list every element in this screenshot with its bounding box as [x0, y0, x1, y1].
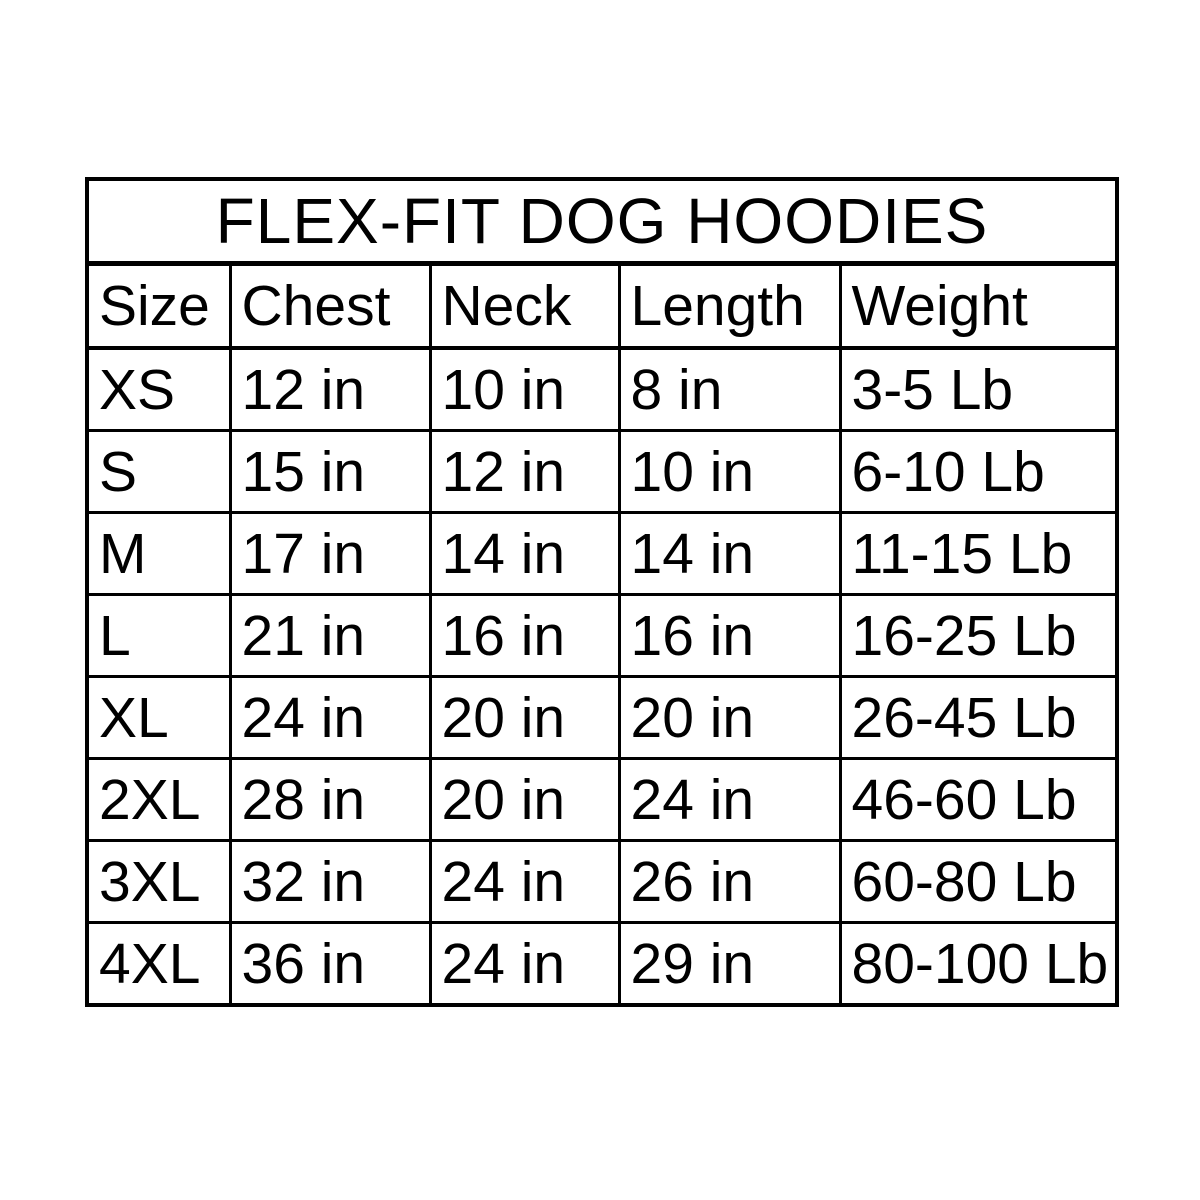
cell-length: 8 in [617, 346, 842, 432]
cell-chest: 28 in [228, 757, 432, 842]
cell-size: XS [85, 346, 232, 432]
cell-size: 3XL [85, 839, 232, 924]
cell-neck: 20 in [428, 675, 621, 760]
cell-chest: 17 in [228, 511, 432, 596]
table-header-row: Size Chest Neck Length Weight [85, 261, 1120, 350]
cell-chest: 32 in [228, 839, 432, 924]
table-row-xl: XL 24 in 20 in 20 in 26-45 Lb [85, 675, 1120, 760]
cell-neck: 20 in [428, 757, 621, 842]
cell-neck: 14 in [428, 511, 621, 596]
cell-chest: 36 in [228, 921, 432, 1007]
table-row-2xl: 2XL 28 in 20 in 24 in 46-60 Lb [85, 757, 1120, 842]
table-row-l: L 21 in 16 in 16 in 16-25 Lb [85, 593, 1120, 678]
table-title: FLEX-FIT DOG HOODIES [84, 177, 1120, 266]
table-row-4xl: 4XL 36 in 24 in 29 in 80-100 Lb [85, 921, 1120, 1007]
cell-neck: 24 in [428, 839, 621, 924]
column-header-size: Size [85, 261, 232, 350]
cell-neck: 10 in [428, 346, 621, 432]
cell-length: 26 in [617, 839, 842, 924]
cell-weight: 46-60 Lb [838, 757, 1120, 842]
column-header-length: Length [617, 261, 842, 350]
cell-chest: 12 in [228, 346, 432, 432]
cell-neck: 12 in [428, 429, 621, 514]
table-row-3xl: 3XL 32 in 24 in 26 in 60-80 Lb [85, 839, 1120, 924]
cell-weight: 11-15 Lb [838, 511, 1120, 596]
cell-length: 29 in [617, 921, 842, 1007]
cell-length: 14 in [617, 511, 842, 596]
cell-length: 20 in [617, 675, 842, 760]
cell-size: S [85, 429, 232, 514]
cell-size: 4XL [85, 921, 232, 1007]
cell-length: 16 in [617, 593, 842, 678]
cell-size: 2XL [85, 757, 232, 842]
cell-size: M [85, 511, 232, 596]
table-title-row: FLEX-FIT DOG HOODIES [84, 177, 1120, 266]
cell-chest: 24 in [228, 675, 432, 760]
cell-weight: 3-5 Lb [838, 346, 1120, 432]
table-row-xs: XS 12 in 10 in 8 in 3-5 Lb [85, 346, 1120, 432]
column-header-weight: Weight [838, 261, 1120, 350]
cell-length: 10 in [617, 429, 842, 514]
size-chart-table: FLEX-FIT DOG HOODIES Size Chest Neck Len… [84, 177, 1120, 1007]
cell-weight: 80-100 Lb [838, 921, 1120, 1007]
table-row-m: M 17 in 14 in 14 in 11-15 Lb [85, 511, 1120, 596]
cell-weight: 6-10 Lb [838, 429, 1120, 514]
cell-chest: 21 in [228, 593, 432, 678]
cell-neck: 24 in [428, 921, 621, 1007]
cell-weight: 16-25 Lb [838, 593, 1120, 678]
cell-size: XL [85, 675, 232, 760]
table-row-s: S 15 in 12 in 10 in 6-10 Lb [85, 429, 1120, 514]
cell-weight: 26-45 Lb [838, 675, 1120, 760]
cell-length: 24 in [617, 757, 842, 842]
cell-size: L [85, 593, 232, 678]
cell-neck: 16 in [428, 593, 621, 678]
column-header-neck: Neck [428, 261, 621, 350]
cell-weight: 60-80 Lb [838, 839, 1120, 924]
cell-chest: 15 in [228, 429, 432, 514]
column-header-chest: Chest [228, 261, 432, 350]
